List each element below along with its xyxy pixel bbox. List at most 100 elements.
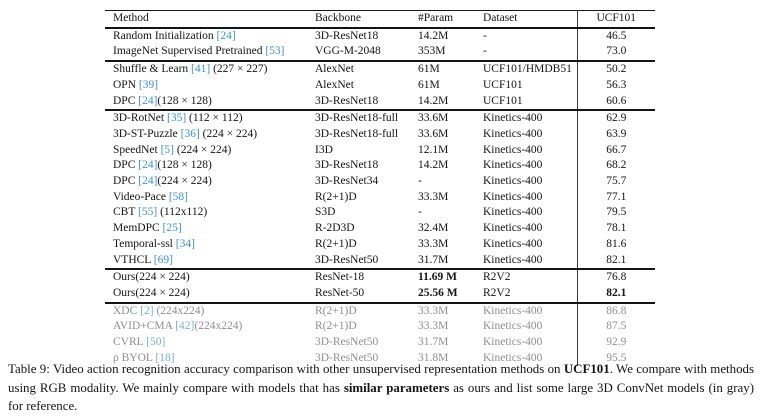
table-row: 3D-ST-Puzzle [36] (224 × 224) 3D-ResNet18… [105,126,655,143]
backbone-cell: AlexNet [307,60,410,78]
backbone-cell: 3D-ResNet18 [315,94,379,107]
citation-link[interactable]: [5] [160,143,175,156]
backbone-cell: R(2+1)D [315,237,357,250]
param-cell: - [418,206,422,219]
backbone-cell: R(2+1)D [315,190,357,203]
dataset-cell: UCF101 [483,94,523,107]
method-text-suffix: (227 × 227) [210,63,268,76]
citation-link[interactable]: [53] [265,45,285,58]
method-text-suffix: (128 × 128) [157,159,212,172]
citation-link[interactable]: [24] [138,175,158,188]
method-cell: CBT [55] (112x112) [105,205,307,221]
citation-link[interactable]: [39] [138,78,159,91]
param-cell: 353M [418,45,446,58]
citation-link[interactable]: [41] [191,63,211,76]
table-row: VTHCL [69] 3D-ResNet50 31.7M Kinetics-400 82… [105,252,655,270]
ucf101-accuracy-cell: 60.6 [576,93,655,111]
ucf101-accuracy-cell: 68.2 [576,158,655,175]
method-cell: AVID+CMA [42](224x224) [105,319,307,335]
method-text-suffix: (224 × 224) [199,127,258,140]
backbone-cell: ResNet-50 [315,286,365,299]
caption-segment: Table 9: Video action recognition accura… [8,362,564,376]
ucf101-accuracy-cell: 62.9 [576,109,655,127]
method-cell: Temporal-ssl [34] [105,237,307,253]
table-row: CVRL [50] 3D-ResNet50 31.7M Kinetics-400 92.… [105,335,655,351]
citation-link[interactable]: [24] [138,94,158,107]
backbone-cell: R(2+1)D [315,320,357,333]
method-cell: Ours(224 × 224) [105,268,307,286]
citation-link[interactable]: [24] [216,29,236,42]
backbone-cell: AlexNet [315,78,354,91]
citation-link[interactable]: [50] [146,336,166,349]
method-cell: Ours(224 × 224) [105,286,307,303]
method-text: DPC [113,175,139,188]
method-text-suffix: (224x224) [153,304,205,317]
table-row: ImageNet Supervised Pretrained [53] VGG-M… [105,44,655,62]
param-cell: 61M [410,60,475,78]
caption-segment: similar parameters [343,380,450,395]
ucf101-accuracy-cell: 63.9 [576,126,655,143]
method-text: CVRL [113,336,147,349]
citation-link[interactable]: [24] [138,159,158,172]
backbone-cell: 3D-ResNet50 [315,336,379,349]
citation-link[interactable]: [35] [166,112,187,125]
method-text: ρ BYOL [113,351,156,364]
table-row: ρ BYOL [18] 3D-ResNet50 31.8M Kinetics-400 9… [105,350,655,367]
citation-link[interactable]: [25] [162,222,182,235]
column-header-ucf101: UCF101 [576,10,655,29]
citation-link[interactable]: [18] [155,351,175,364]
citation-link[interactable]: [42] [175,320,195,333]
ucf101-accuracy-cell: 79.5 [576,205,655,222]
method-text: ImageNet Supervised Pretrained [113,45,266,58]
column-header-method: Method [105,10,307,29]
ucf101-accuracy-cell: 50.2 [576,60,655,78]
method-text: Video-Pace [113,190,169,203]
method-cell: Random Initialization [24] [105,28,307,45]
citation-link[interactable]: [69] [153,253,173,266]
backbone-cell: 3D-ResNet50 [315,253,379,266]
method-text: Temporal-ssl [113,237,176,250]
dataset-cell: Kinetics-400 [475,301,577,320]
ucf101-accuracy-cell: 66.7 [576,142,655,159]
ucf101-accuracy-cell: 75.7 [576,174,655,190]
method-text: AVID+CMA [113,320,176,333]
ucf101-accuracy-cell: 56.3 [576,77,655,94]
table-row: Ours(224 × 224) ResNet-18 11.69 M R2V2 76.8 [105,268,655,286]
dataset-cell: - [483,45,487,58]
method-cell: SpeedNet [5] (224 × 224) [105,143,307,159]
citation-link[interactable]: [55] [138,206,158,219]
citation-link[interactable]: [36] [180,127,200,140]
param-cell: 33.6M [418,127,449,140]
citation-link[interactable]: [34] [175,237,195,250]
dataset-cell: Kinetics-400 [483,143,543,156]
citation-link[interactable]: [2] [140,304,154,317]
method-text: 3D-RotNet [113,112,167,125]
method-cell: DPC [24](128 × 128) [105,158,307,174]
citation-link[interactable]: [58] [168,190,188,203]
method-text-suffix: (112 × 112) [186,112,243,125]
table-row: CBT [55] (112x112) S3D - Kinetics-400 79.5 [105,205,655,222]
ucf101-accuracy-cell: 95.5 [576,350,655,367]
dataset-cell: Kinetics-400 [475,109,577,127]
method-cell: 3D-ST-Puzzle [36] (224 × 224) [105,127,307,143]
dataset-cell: Kinetics-400 [483,237,543,250]
dataset-cell: Kinetics-400 [483,190,543,203]
column-header-backbone: Backbone [307,10,410,29]
method-text: XDC [113,304,141,317]
method-cell: CVRL [50] [105,335,307,351]
caption-segment: UCF101 [563,362,610,376]
ucf101-accuracy-cell: 81.6 [576,236,655,253]
column-header-dataset: Dataset [475,10,577,29]
method-cell: MemDPC [25] [105,221,307,237]
table-row: Video-Pace [58] R(2+1)D 33.3M Kinetics-400 7… [105,189,655,206]
method-text: VTHCL [113,253,154,266]
ucf101-accuracy-cell: 87.5 [576,319,655,336]
param-cell: 33.3M [410,301,475,320]
method-cell: Video-Pace [58] [105,190,307,206]
dataset-cell: Kinetics-400 [483,253,543,266]
dataset-cell: R2V2 [483,286,511,299]
backbone-cell: S3D [315,206,336,219]
table-header: Method Backbone #Param Dataset UCF101 [105,10,655,29]
dataset-cell: Kinetics-400 [483,320,543,333]
